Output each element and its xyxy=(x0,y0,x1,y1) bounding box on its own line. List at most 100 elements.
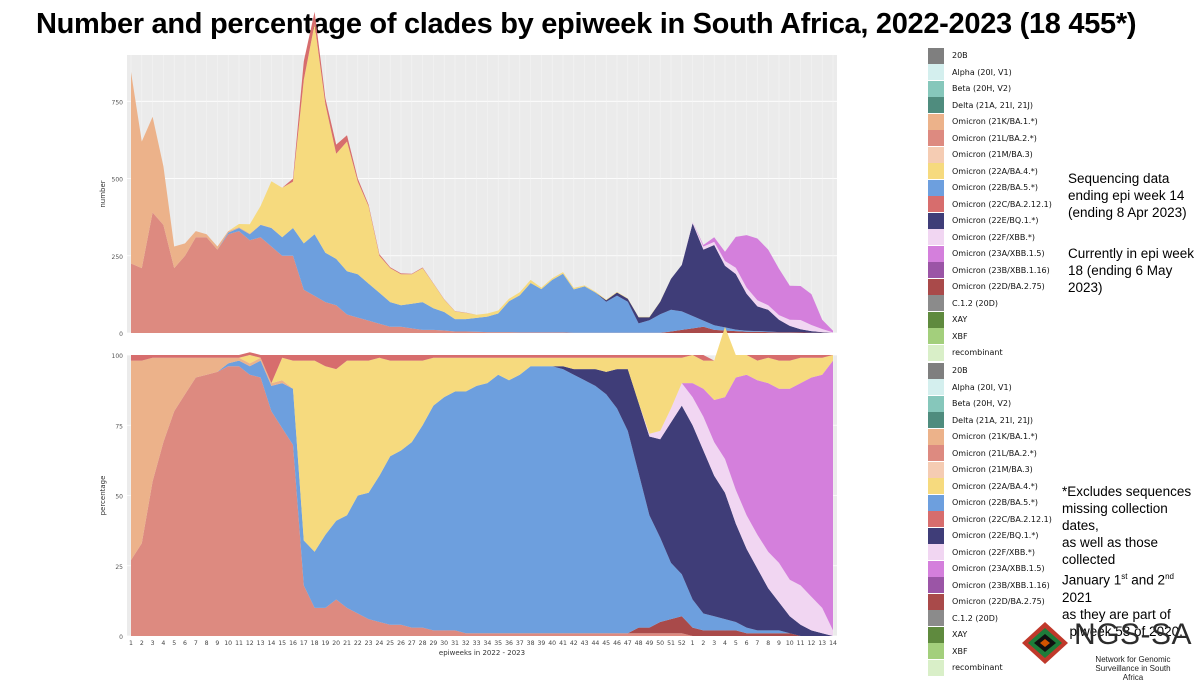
bottom-area-series xyxy=(131,326,833,552)
legend-item: XAY xyxy=(928,625,967,644)
legend-label: Omicron (22A/BA.4.*) xyxy=(952,481,1038,491)
top-area-series xyxy=(131,212,833,333)
top-area-series xyxy=(131,212,833,333)
x-tick-label: 32 xyxy=(462,640,470,647)
x-tick-label: 48 xyxy=(635,640,643,647)
x-tick-label: 2 xyxy=(140,640,144,647)
bottom-y-tick-label: 100 xyxy=(112,353,124,360)
legend-item: XBF xyxy=(928,642,968,661)
x-tick-label: 35 xyxy=(494,640,502,647)
legend-label: Omicron (21K/BA.1.*) xyxy=(952,432,1038,441)
legend-label: recombinant xyxy=(952,663,1003,672)
legend-swatch xyxy=(928,212,944,229)
legend-label: Omicron (21K/BA.1.*) xyxy=(952,117,1038,126)
legend-swatch xyxy=(928,362,944,379)
legend-item: Omicron (22C/BA.2.12.1) xyxy=(928,510,1052,529)
legend-label: Omicron (23A/XBB.1.5) xyxy=(952,564,1045,573)
bottom-y-axis-label: percentage xyxy=(99,476,107,516)
top-y-tick-label: 0 xyxy=(119,331,123,338)
legend-label: Beta (20H, V2) xyxy=(952,84,1012,93)
x-tick-label: 22 xyxy=(354,640,362,647)
legend-swatch xyxy=(928,179,944,196)
legend-label: Delta (21A, 21I, 21J) xyxy=(952,415,1034,425)
legend-swatch xyxy=(928,47,944,64)
x-tick-label: 9 xyxy=(215,640,219,647)
x-tick-label: 6 xyxy=(183,640,187,647)
legend-item: recombinant xyxy=(928,343,1003,362)
legend-swatch xyxy=(928,428,944,445)
bottom-area-series xyxy=(131,326,833,384)
legend-swatch xyxy=(928,311,944,328)
x-axis-label: epiweeks in 2022 - 2023 xyxy=(439,649,525,657)
note-line: *Excludes sequences xyxy=(1062,484,1192,499)
legend-swatch xyxy=(928,577,944,593)
legend-label: recombinant xyxy=(952,348,1003,357)
legend-swatch xyxy=(928,511,944,527)
x-tick-label: 8 xyxy=(205,640,209,647)
bottom-y-tick-label: 75 xyxy=(115,423,123,430)
top-y-tick-label: 250 xyxy=(112,254,124,261)
x-tick-label: 52 xyxy=(678,640,686,647)
x-tick-label: 33 xyxy=(473,640,481,647)
x-tick-label: 39 xyxy=(537,640,545,647)
legend-item: 20B xyxy=(928,46,968,65)
legend-label: XAY xyxy=(952,630,968,639)
legend-label: Beta (20H, V2) xyxy=(952,399,1012,408)
legend-item: Omicron (21K/BA.1.*) xyxy=(928,427,1038,446)
legend-label: 20B xyxy=(952,51,968,60)
legend-swatch xyxy=(928,659,944,676)
legend-swatch xyxy=(928,544,944,560)
exclusion-note: *Excludes sequences missing collection d… xyxy=(1062,483,1200,640)
x-tick-label: 24 xyxy=(375,640,383,647)
top-area-series xyxy=(131,212,833,333)
note-line: as well as those collected xyxy=(1062,535,1159,567)
legend-label: Omicron (22E/BQ.1.*) xyxy=(952,531,1039,540)
bottom-y-tick-label: 0 xyxy=(119,634,123,641)
x-tick-label: 11 xyxy=(235,640,243,647)
legend-item: Alpha (20I, V1) xyxy=(928,63,1012,82)
current-week-note: Currently in epi week 18 (ending 6 May 2… xyxy=(1068,245,1194,296)
x-tick-label: 34 xyxy=(483,640,491,647)
legend-label: XBF xyxy=(952,646,968,656)
page-title: Number and percentage of clades by epiwe… xyxy=(36,8,1137,40)
note-line: January 1st and 2nd 2021 xyxy=(1062,572,1174,605)
legend-item: Omicron (21K/BA.1.*) xyxy=(928,112,1038,131)
top-y-tick-label: 750 xyxy=(112,99,124,106)
bottom-area-series xyxy=(131,360,833,636)
x-tick-label: 23 xyxy=(365,640,373,647)
legend-label: Omicron (23A/XBB.1.5) xyxy=(952,249,1045,258)
x-tick-label: 41 xyxy=(559,640,567,647)
logo-subtitle: Network for Genomic Surveillance in Sout… xyxy=(1095,655,1171,682)
sequencing-note: Sequencing data ending epi week 14 (endi… xyxy=(1068,170,1187,221)
legend-swatch xyxy=(928,593,944,610)
x-tick-label: 27 xyxy=(408,640,416,647)
legend-item: Omicron (23B/XBB.1.16) xyxy=(928,261,1050,280)
legend-item: Omicron (22B/BA.5.*) xyxy=(928,178,1038,197)
note-line: Sequencing data xyxy=(1068,171,1170,186)
legend-swatch xyxy=(928,626,944,643)
x-tick-label: 1 xyxy=(691,640,695,647)
x-tick-label: 3 xyxy=(712,640,716,647)
legend-item: Omicron (22A/BA.4.*) xyxy=(928,162,1038,181)
legend-item: Omicron (23A/XBB.1.5) xyxy=(928,244,1045,263)
legend-swatch xyxy=(928,328,944,344)
legend-label: Omicron (22C/BA.2.12.1) xyxy=(952,514,1052,524)
legend-label: Alpha (20I, V1) xyxy=(952,67,1012,77)
legend-swatch xyxy=(928,412,944,428)
x-tick-label: 43 xyxy=(581,640,589,647)
x-tick-label: 20 xyxy=(332,640,340,647)
x-tick-label: 13 xyxy=(257,640,265,647)
x-tick-label: 8 xyxy=(766,640,770,647)
x-tick-label: 2 xyxy=(701,640,705,647)
legend-label: 20B xyxy=(952,366,968,375)
legend-item: Delta (21A, 21I, 21J) xyxy=(928,411,1033,430)
legend-label: Omicron (22D/BA.2.75) xyxy=(952,597,1045,606)
legend-label: Delta (21A, 21I, 21J) xyxy=(952,100,1034,110)
legend-item: Omicron (22F/XBB.*) xyxy=(928,543,1035,562)
legend-swatch xyxy=(928,262,944,278)
x-tick-label: 6 xyxy=(745,640,749,647)
legend-label: Omicron (22C/BA.2.12.1) xyxy=(952,199,1052,209)
x-tick-label: 50 xyxy=(656,640,664,647)
x-tick-label: 25 xyxy=(386,640,394,647)
legend-label: Omicron (22F/XBB.*) xyxy=(952,547,1036,557)
